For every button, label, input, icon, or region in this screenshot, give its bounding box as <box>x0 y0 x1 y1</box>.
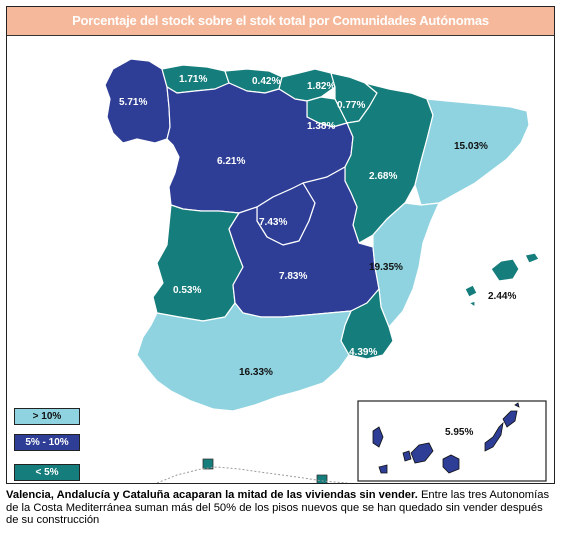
map-frame: Porcentaje del stock sobre el stok total… <box>6 6 555 484</box>
label-pais-vasco: 1.82% <box>307 81 335 92</box>
label-navarra: 0.77% <box>337 100 365 111</box>
region-canarias-hierro <box>378 464 388 474</box>
region-canarias-fuerteventura <box>484 421 504 452</box>
caption-lead: Valencia, Andalucía y Cataluña acaparan … <box>6 489 418 501</box>
label-cantabria: 0.42% <box>252 76 280 87</box>
label-andalucia: 16.33% <box>239 367 273 378</box>
region-baleares-formentera <box>468 300 476 308</box>
label-galicia: 5.71% <box>119 97 147 108</box>
label-castilla-la-mancha: 7.83% <box>279 271 307 282</box>
region-andalucia <box>136 302 352 412</box>
label-canarias: 5.95% <box>445 427 473 438</box>
label-la-rioja: 1.38% <box>307 121 335 132</box>
region-baleares-ibiza <box>464 284 478 298</box>
label-murcia: 4.39% <box>349 347 377 358</box>
canarias-islands <box>372 402 520 474</box>
region-baleares-mallorca <box>490 258 520 282</box>
region-extremadura <box>152 204 244 322</box>
region-canarias-lapalma <box>372 426 384 448</box>
region-canarias-lanzarote <box>502 410 518 428</box>
caption: Valencia, Andalucía y Cataluña acaparan … <box>6 489 556 527</box>
map-title: Porcentaje del stock sobre el stok total… <box>7 7 554 36</box>
label-asturias: 1.71% <box>179 74 207 85</box>
label-castilla-leon: 6.21% <box>217 156 245 167</box>
label-extremadura: 0.53% <box>173 285 201 296</box>
legend-mid: 5% - 10% <box>14 434 80 451</box>
region-baleares-menorca <box>524 252 540 264</box>
legend-high: > 10% <box>14 408 80 425</box>
region-canarias-grancanaria <box>442 454 460 474</box>
region-labels: 5.71% 1.71% 0.42% 1.82% 0.77% 1.38% 15.0… <box>119 74 516 438</box>
africa-coast <box>156 466 348 483</box>
region-melilla <box>316 474 328 483</box>
spain-map: 5.71% 1.71% 0.42% 1.82% 0.77% 1.38% 15.0… <box>104 58 547 483</box>
label-cataluna: 15.03% <box>454 141 488 152</box>
region-galicia <box>104 58 171 144</box>
region-ceuta <box>202 458 214 470</box>
label-aragon: 2.68% <box>369 171 397 182</box>
caption-body: Entre las tres Autonomías de la Costa Me… <box>6 489 550 526</box>
region-cataluna <box>414 98 530 206</box>
region-canarias-tenerife <box>410 442 434 464</box>
label-baleares: 2.44% <box>488 291 516 302</box>
label-madrid: 7.43% <box>259 217 287 228</box>
region-canarias-graciosa <box>514 402 520 408</box>
region-canarias-gomera <box>402 450 412 462</box>
label-valencia: 19.35% <box>369 262 403 273</box>
legend-low: < 5% <box>14 464 80 481</box>
